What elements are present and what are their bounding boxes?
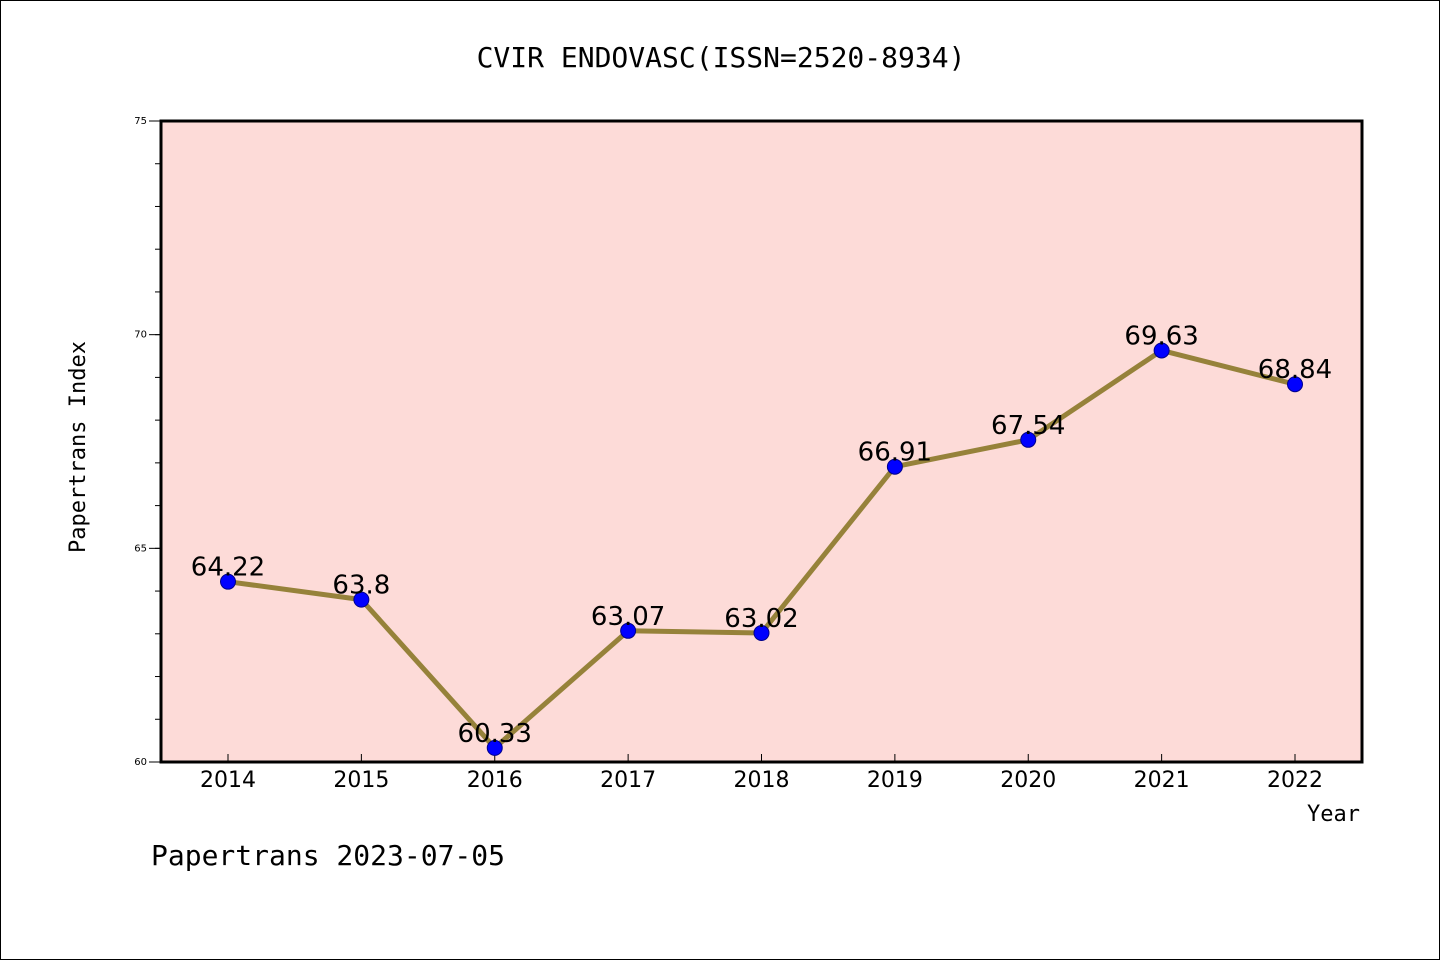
x-axis-ticks: 2014 2015 2016 2017 2018 2019 2020 2021 2022 bbox=[200, 754, 1323, 793]
footer-text: Papertrans 2023-07-05 bbox=[151, 839, 505, 872]
x-tick-label: 2017 bbox=[600, 768, 656, 793]
x-tick-label: 2015 bbox=[333, 768, 389, 793]
x-tick-label: 2014 bbox=[200, 768, 256, 793]
data-point-marker bbox=[1153, 342, 1170, 359]
data-point-marker bbox=[220, 573, 236, 590]
data-labels: 64.22 63.8 60.33 63.07 63.02 66.91 67.54 69.63 6… bbox=[191, 321, 1332, 748]
data-value-label: 60.33 bbox=[458, 719, 532, 749]
plot-area bbox=[161, 121, 1362, 762]
x-axis-label: Year bbox=[1307, 802, 1360, 827]
y-axis-ticks: 60 65 70 75 bbox=[134, 116, 161, 768]
x-tick-label: 2016 bbox=[467, 768, 523, 793]
data-points bbox=[220, 342, 1303, 756]
data-value-label: 68.84 bbox=[1258, 355, 1332, 385]
data-point-marker bbox=[753, 624, 770, 641]
data-point-marker bbox=[1020, 431, 1037, 448]
data-point-marker bbox=[1287, 376, 1303, 393]
data-point-marker bbox=[620, 622, 637, 639]
y-tick-label: 60 bbox=[134, 757, 147, 768]
data-point-marker bbox=[486, 739, 503, 756]
y-tick-label: 70 bbox=[134, 330, 147, 341]
chart-title: CVIR ENDOVASC(ISSN=2520-8934) bbox=[477, 41, 966, 74]
data-value-label: 69.63 bbox=[1124, 321, 1198, 351]
y-tick-label: 75 bbox=[134, 116, 147, 127]
y-axis-label: Papertrans Index bbox=[66, 341, 91, 553]
data-value-label: 63.02 bbox=[724, 604, 798, 634]
x-tick-label: 2021 bbox=[1134, 768, 1190, 793]
x-tick-label: 2020 bbox=[1000, 768, 1056, 793]
data-value-label: 67.54 bbox=[991, 411, 1065, 441]
data-value-label: 66.91 bbox=[858, 438, 932, 468]
data-value-label: 64.22 bbox=[191, 553, 265, 583]
x-tick-label: 2022 bbox=[1267, 768, 1323, 793]
plot-border bbox=[159, 119, 1364, 764]
data-value-label: 63.07 bbox=[591, 602, 665, 632]
data-point-marker bbox=[886, 458, 903, 475]
y-tick-label: 65 bbox=[134, 543, 147, 554]
x-tick-label: 2019 bbox=[867, 768, 923, 793]
data-value-label: 63.8 bbox=[332, 571, 390, 601]
data-point-marker bbox=[353, 591, 370, 608]
x-tick-label: 2018 bbox=[734, 768, 790, 793]
